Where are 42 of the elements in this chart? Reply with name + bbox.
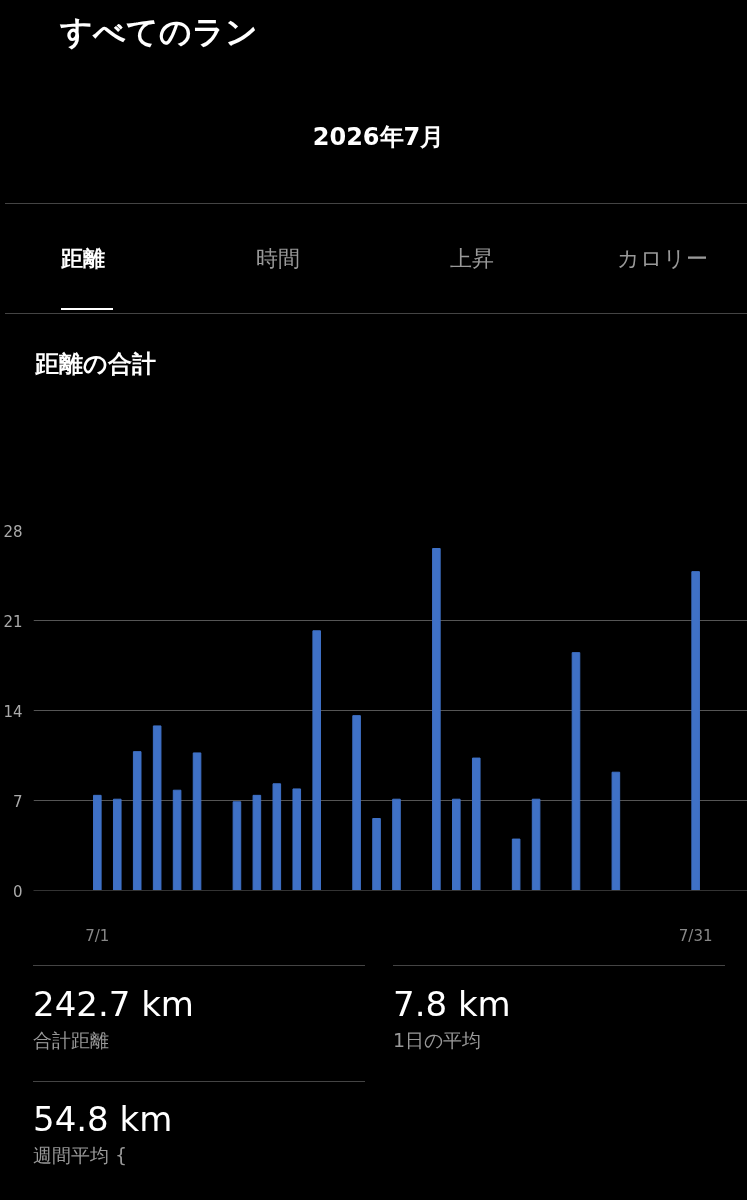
text: 54.8 km <box>33 1098 173 1141</box>
x-tick-label: 7/1 <box>85 926 110 945</box>
bar <box>232 801 242 891</box>
bar <box>312 630 321 891</box>
text: 1日の平均 <box>393 1028 482 1053</box>
bar <box>511 838 521 891</box>
bar <box>471 757 481 891</box>
text: 時間 <box>256 245 300 273</box>
text: 7.8 km <box>393 983 511 1026</box>
chart-title: 距離の合計 <box>35 349 156 380</box>
bar <box>152 725 162 891</box>
y-tick-label: 28 <box>3 522 23 541</box>
text: 242.7 km <box>33 983 194 1026</box>
bar <box>172 789 182 891</box>
bar <box>392 798 401 891</box>
text: 週間平均 { <box>33 1143 128 1168</box>
bar <box>452 798 461 891</box>
bar <box>352 715 361 891</box>
y-tick-label: 14 <box>3 702 23 721</box>
bar <box>611 771 621 891</box>
bar <box>531 798 541 891</box>
bar <box>571 652 581 891</box>
bar <box>112 798 122 891</box>
x-tick-label: 7/31 <box>678 926 713 945</box>
bar <box>432 548 441 891</box>
bar <box>372 818 381 891</box>
text: 上昇 <box>450 245 494 273</box>
bar <box>691 571 700 891</box>
bar <box>93 794 102 891</box>
y-tick-label: 0 <box>12 882 23 901</box>
y-tick-label: 7 <box>12 792 23 811</box>
text: カロリー <box>617 245 708 273</box>
chart-subtitle: 2026年7月 <box>311 122 446 153</box>
bar <box>192 752 202 891</box>
bar <box>272 783 282 891</box>
y-tick-label: 21 <box>3 612 23 631</box>
text: 合計距離 <box>33 1028 109 1053</box>
text: 距離 <box>61 245 105 273</box>
bar <box>132 751 142 891</box>
bar <box>292 788 302 891</box>
bar <box>252 794 262 891</box>
text: すべてのラン <box>60 12 258 53</box>
